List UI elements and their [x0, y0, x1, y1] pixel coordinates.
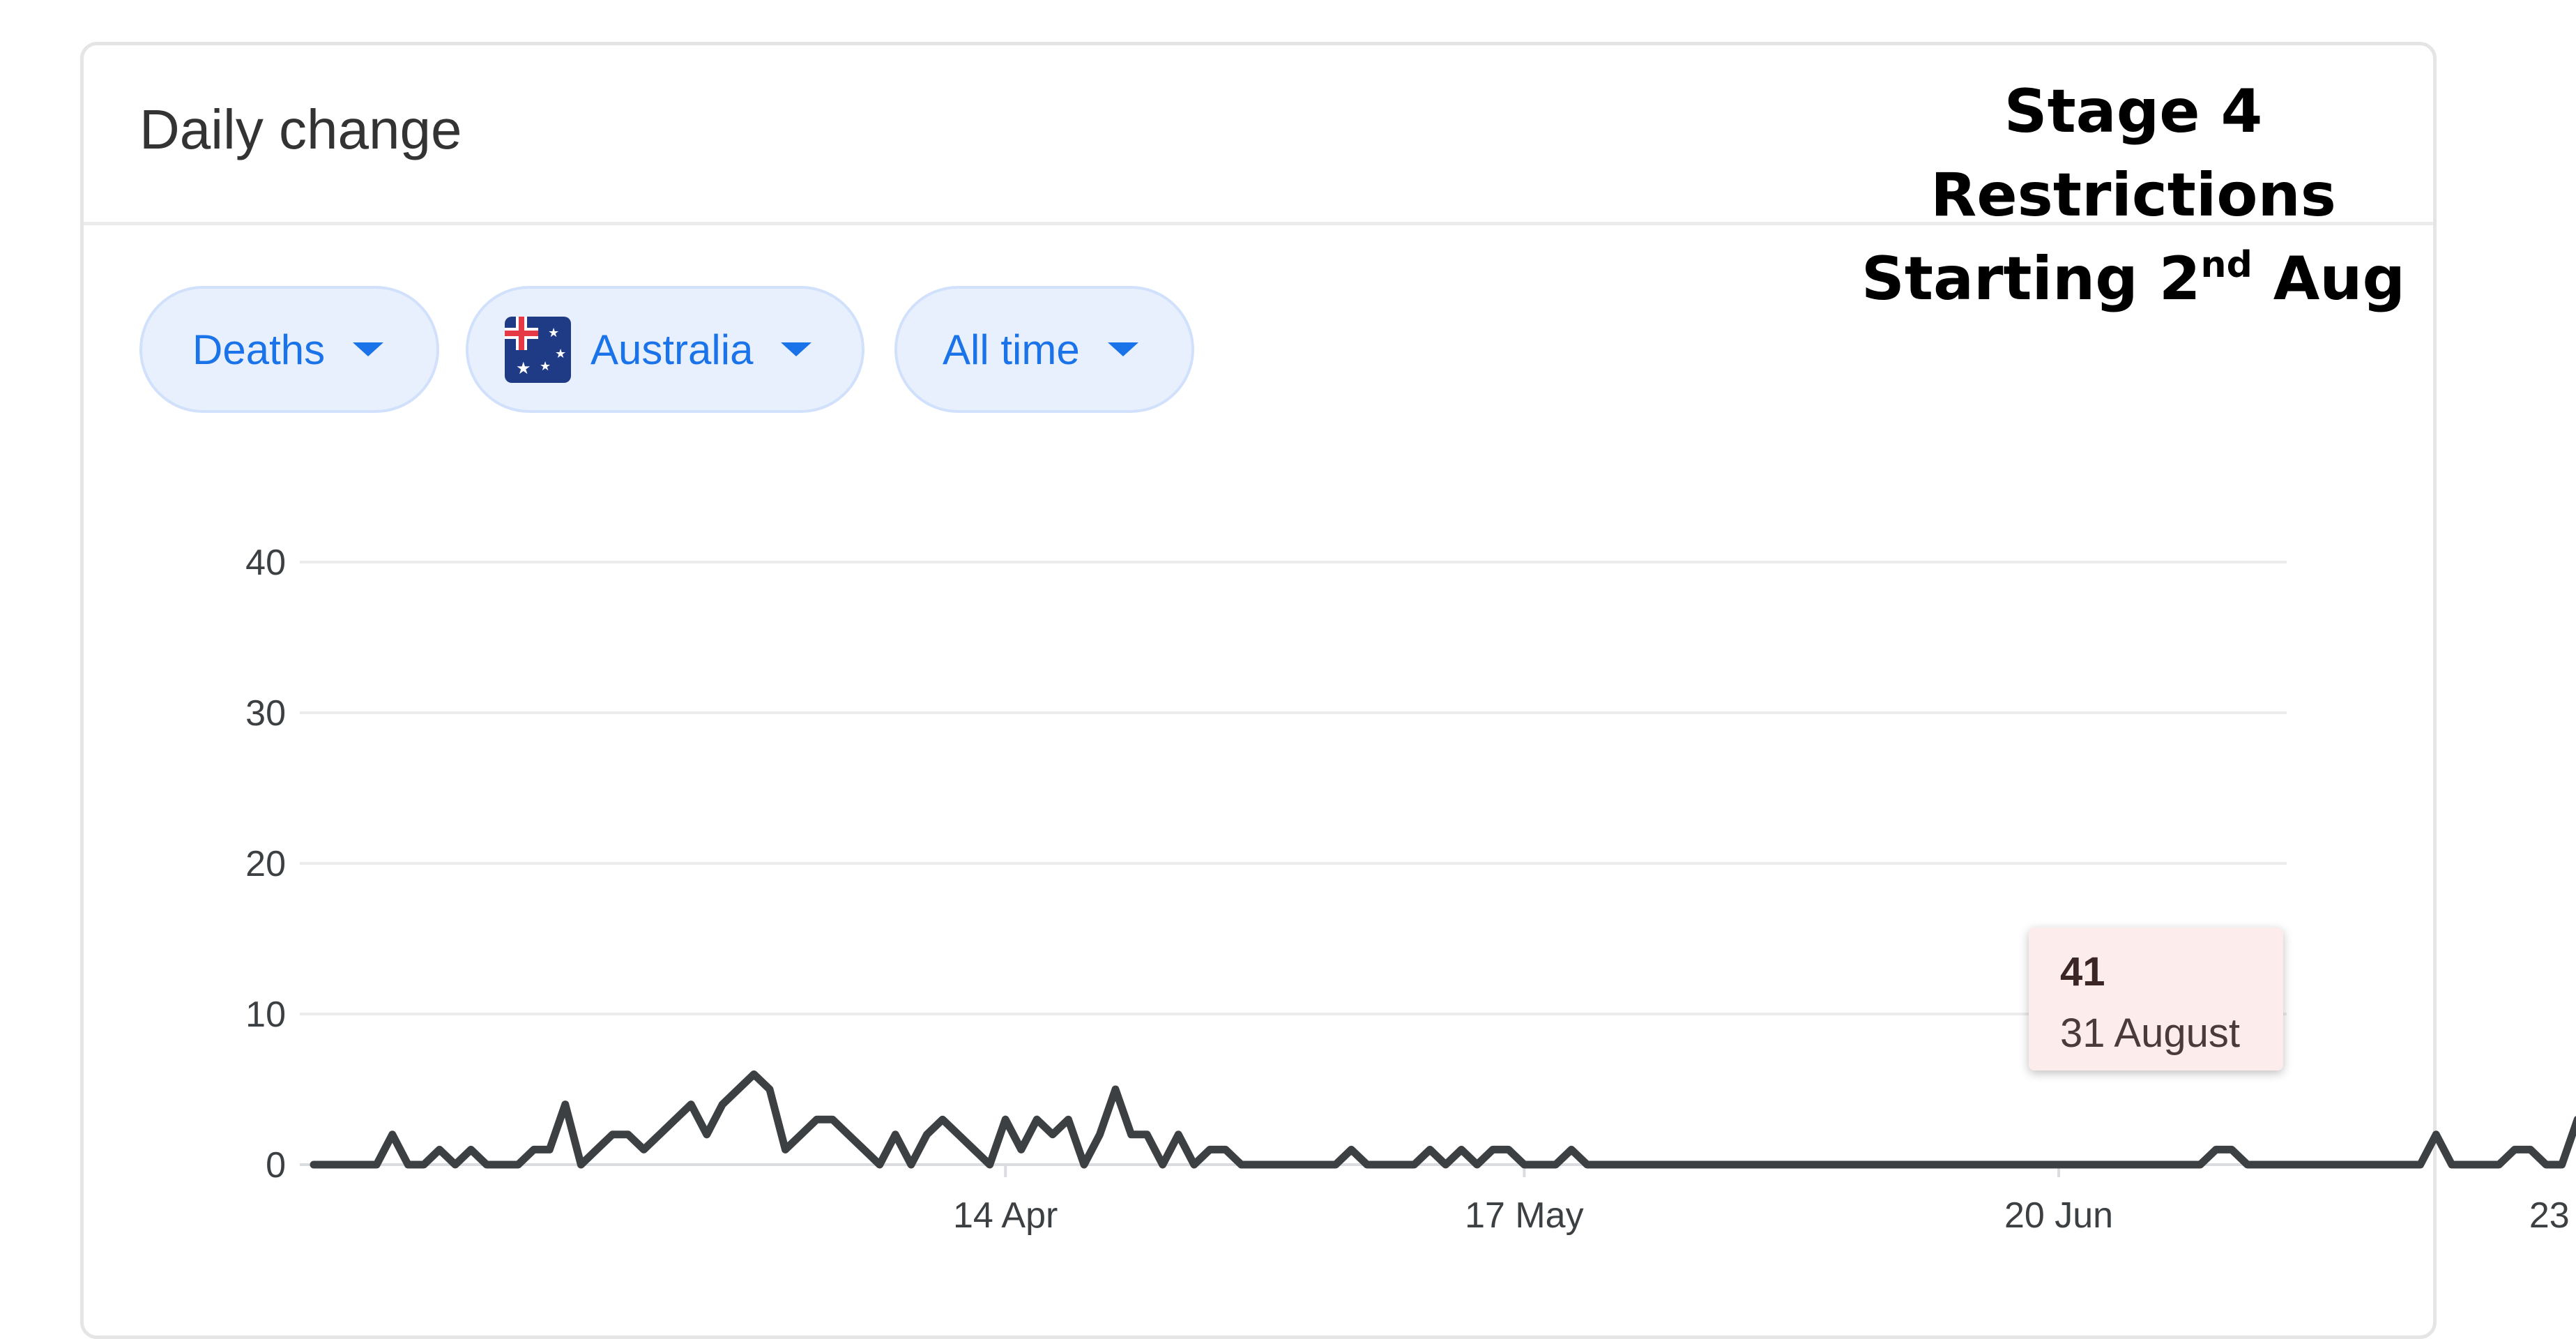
y-tick-label: 10: [245, 994, 286, 1035]
metric-dropdown-label: Deaths: [192, 326, 326, 373]
tooltip-value: 41: [2060, 949, 2105, 994]
deaths-series-line: [310, 1070, 2576, 1169]
x-tick-label: 14 Apr: [953, 1195, 1058, 1236]
stage4-annotation: Stage 4 Restrictions Starting 2nd Aug: [1834, 70, 2433, 321]
metric-dropdown[interactable]: Deaths: [139, 286, 439, 413]
australia-flag-icon: ★ ★ ★ ★: [505, 316, 571, 383]
annotation-line-1: Stage 4 Restrictions: [1930, 77, 2336, 230]
data-point-tooltip: 41 31 August: [2029, 928, 2283, 1071]
y-tick-label: 40: [245, 543, 286, 583]
caret-down-icon: [353, 342, 384, 356]
x-tick-label: 20 Jun: [2004, 1195, 2113, 1236]
x-tick-label: 23 Jul: [2529, 1195, 2576, 1236]
card-divider: [84, 222, 2433, 225]
tooltip-date: 31 August: [2060, 1011, 2240, 1056]
x-tick-label: 17 May: [1465, 1195, 1584, 1236]
region-dropdown[interactable]: ★ ★ ★ ★ Australia: [466, 286, 864, 413]
time-range-dropdown-label: All time: [943, 326, 1080, 373]
y-tick-label: 30: [245, 693, 286, 734]
caret-down-icon: [781, 342, 812, 356]
region-dropdown-label: Australia: [590, 326, 754, 373]
chart-card: [80, 42, 2437, 1339]
annotation-line-2: Starting 2nd Aug: [1861, 244, 2406, 314]
y-tick-label: 20: [245, 844, 286, 884]
y-tick-label: 0: [266, 1145, 286, 1186]
card-title: Daily change: [139, 98, 462, 160]
caret-down-icon: [1107, 342, 1138, 356]
time-range-dropdown[interactable]: All time: [894, 286, 1194, 413]
